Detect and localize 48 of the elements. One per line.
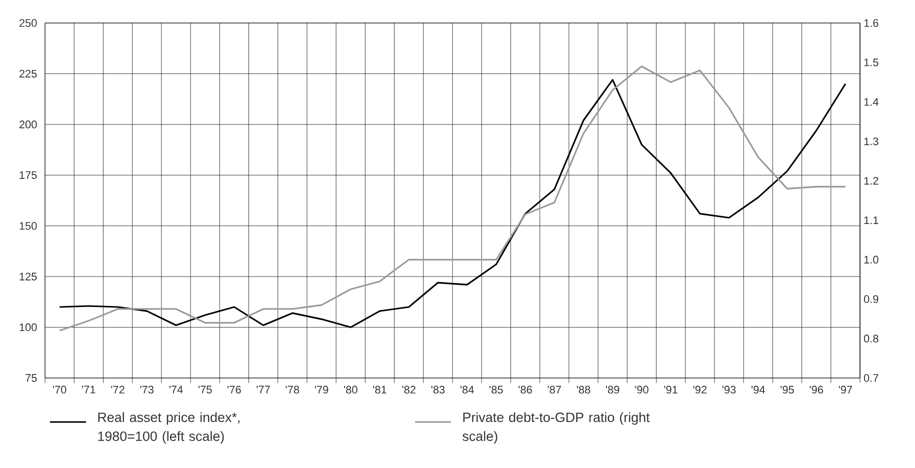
x-tick-label: '94 <box>752 386 765 394</box>
y2-tick-label: 1.3 <box>864 137 878 146</box>
x-tick-label: '71 <box>82 386 96 394</box>
x-tick-label: '83 <box>431 386 445 394</box>
x-tick-label: '90 <box>635 386 648 394</box>
y-tick-label: 225 <box>19 70 37 78</box>
x-tick-label: '91 <box>664 386 678 394</box>
y-tick-label: 200 <box>19 120 37 128</box>
x-tick-label: '88 <box>576 386 590 394</box>
x-tick-label: '84 <box>460 386 474 394</box>
x-tick-label: '77 <box>256 386 270 394</box>
legend-label: Real asset price index*, 1980=100 (left scale) <box>98 412 240 444</box>
x-tick-label: '86 <box>518 386 532 394</box>
x-tick-label: '80 <box>344 386 358 394</box>
y2-tick-label: 0.8 <box>864 334 878 342</box>
y-tick-label: 75 <box>26 374 37 382</box>
legend-label: Private debt-to-GDP ratio (right scale) <box>462 412 650 444</box>
x-tick-label: '72 <box>111 386 124 394</box>
y2-tick-label: 1.1 <box>864 216 878 224</box>
x-tick-label: '78 <box>286 386 300 394</box>
x-tick-label: '97 <box>838 386 852 394</box>
x-tick-label: '81 <box>373 386 386 394</box>
x-tick-label: '74 <box>169 386 183 394</box>
x-tick-label: '79 <box>314 386 328 394</box>
y2-tick-label: 1.2 <box>864 176 878 185</box>
x-tick-label: '92 <box>693 386 707 394</box>
y-tick-label: 175 <box>20 171 37 179</box>
x-tick-label: '70 <box>52 386 66 394</box>
y2-tick-label: 1.6 <box>864 19 878 27</box>
x-tick-label: '95 <box>780 386 794 394</box>
y2-tick-label: 0.7 <box>864 374 878 382</box>
y-tick-label: 125 <box>20 272 37 280</box>
y-tick-label: 250 <box>19 19 37 27</box>
x-tick-label: '85 <box>490 386 503 394</box>
y2-tick-label: 1.4 <box>864 98 878 106</box>
x-tick-label: '96 <box>810 386 823 394</box>
y2-tick-label: 1.0 <box>864 256 878 264</box>
x-tick-label: '87 <box>548 386 561 394</box>
x-tick-label: '89 <box>606 386 620 394</box>
x-tick-label: '73 <box>140 386 154 394</box>
x-tick-label: '82 <box>402 386 416 394</box>
y-tick-label: 100 <box>20 323 37 332</box>
y2-tick-label: 0.9 <box>864 295 878 303</box>
x-tick-label: '75 <box>198 386 212 394</box>
x-tick-label: '76 <box>228 386 241 394</box>
x-tick-label: '93 <box>722 386 736 394</box>
y2-tick-label: 1.5 <box>864 58 878 66</box>
y-tick-label: 150 <box>20 222 37 230</box>
